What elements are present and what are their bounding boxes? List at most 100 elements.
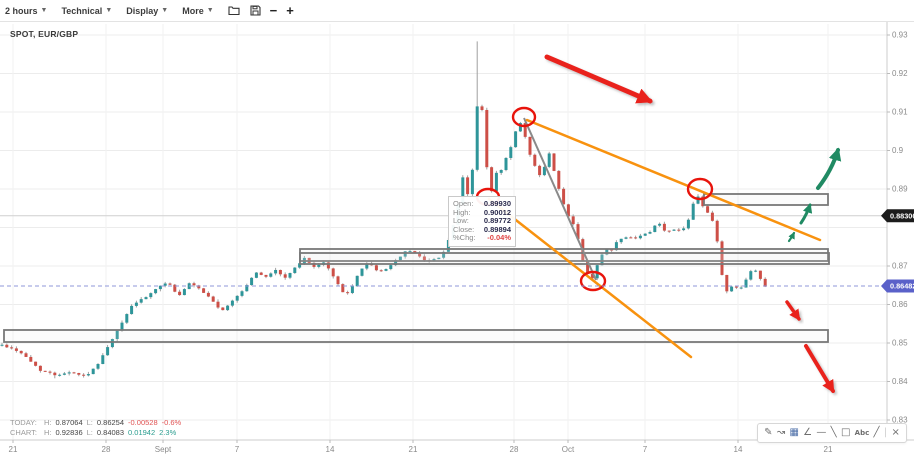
symbol-label: SPOT, EUR/GBP <box>10 29 79 39</box>
x-axis-label: 28 <box>102 445 111 454</box>
y-axis-label: 0.91 <box>892 108 908 117</box>
tooltip-row: Low: 0.89772 <box>453 217 511 226</box>
tooltip-label: Low: <box>453 216 469 226</box>
green-arrow-1[interactable] <box>816 147 842 190</box>
pen-icon[interactable]: ✎ <box>764 427 773 438</box>
orange-trendline-1[interactable] <box>525 118 822 242</box>
rectangle-icon[interactable]: □ <box>840 427 851 438</box>
stats-value: H: <box>44 418 52 427</box>
tooltip-value: 0.89772 <box>483 216 511 226</box>
curve-icon[interactable]: ↝ <box>776 427 786 438</box>
x-axis-label: 14 <box>326 445 335 454</box>
save-icon[interactable] <box>250 5 261 16</box>
y-axis-label: 0.9 <box>892 146 904 155</box>
tooltip-value: 0.89894 <box>483 224 511 234</box>
x-axis-label: Sept <box>155 445 172 454</box>
tooltip-label: Open: <box>453 199 474 208</box>
y-axis-label: 0.85 <box>892 339 908 348</box>
annotations <box>3 54 842 394</box>
gridlines <box>0 24 887 440</box>
timeframe-label: 2 hours <box>5 5 38 16</box>
trendline-icon[interactable]: ╲ <box>830 427 837 438</box>
stats-row: CHART: H: 0.92836 L: 0.84083 0.01942 2.3% <box>10 428 185 438</box>
text-tool-icon[interactable]: Abc <box>854 428 870 437</box>
drawing-toolbar: ✎ ↝ ▦ ∠ — ╲ □ Abc ╱ | × <box>757 423 907 443</box>
technical-label: Technical <box>61 5 103 16</box>
orange-trendline-2[interactable] <box>487 197 693 359</box>
highlight-circle-4[interactable] <box>579 270 607 292</box>
close-icon[interactable]: × <box>891 427 900 438</box>
red-arrow-1[interactable] <box>544 54 653 104</box>
red-arrow-2[interactable] <box>785 300 801 321</box>
tooltip-label: High: <box>453 207 471 217</box>
gray-trendline-1[interactable] <box>523 117 597 281</box>
stats-value: CHART: <box>10 427 37 437</box>
zoom-in-button[interactable]: + <box>286 4 294 17</box>
y-axis-label: 0.87 <box>892 262 908 271</box>
stats-value: -0.00528 <box>128 418 158 427</box>
zone-rectangle-4[interactable] <box>3 329 829 343</box>
stats-row: TODAY: H: 0.87064 L: 0.86254 -0.00528 -0.6% <box>10 418 185 428</box>
more-menu[interactable]: More ▼ <box>182 6 213 16</box>
minus-icon: − <box>269 3 278 18</box>
chevron-down-icon: ▼ <box>161 7 169 14</box>
x-axis-label: 21 <box>9 445 18 454</box>
stats-value: L: <box>86 427 93 437</box>
price-tag-text: 0.88306 <box>890 211 914 220</box>
zoom-out-button[interactable]: − <box>270 4 278 17</box>
y-axis-label: 0.83 <box>892 416 908 425</box>
green-arrow-3[interactable] <box>787 231 796 243</box>
x-axis-label: 7 <box>643 445 648 454</box>
fan-lines-icon[interactable]: ∠ <box>803 427 813 438</box>
tooltip-row: Close: 0.89894 <box>453 224 511 235</box>
open-folder-icon[interactable] <box>228 5 241 16</box>
display-menu[interactable]: Display ▼ <box>126 6 168 16</box>
top-toolbar: 2 hours ▼ Technical ▼ Display ▼ More ▼ −… <box>0 0 914 22</box>
grid-table-icon[interactable]: ▦ <box>789 427 799 438</box>
price-tag-1: 0.88306 <box>881 209 914 223</box>
price-tag-2: 0.86482 <box>881 279 914 293</box>
x-axis-label: 28 <box>510 445 519 454</box>
horizontal-line-icon[interactable]: — <box>816 427 827 438</box>
x-axis-label: 7 <box>235 445 240 454</box>
green-arrow-2[interactable] <box>799 203 813 225</box>
axes: 0.93 0.92 0.91 0.9 0.89 0.87 0.86 0.85 0.84 0.83 2… <box>0 22 914 454</box>
chevron-down-icon: ▼ <box>40 7 48 14</box>
stats-value: L: <box>86 418 93 427</box>
tooltip-label: %Chg: <box>453 233 476 243</box>
tooltip-row: Open: 0.89930 <box>453 199 511 209</box>
stats-value: H: <box>44 427 52 437</box>
stats-value: -0.6% <box>161 418 182 427</box>
more-label: More <box>182 5 204 16</box>
ohlc-tooltip: Open: 0.89930 High: 0.90012 Low: 0.89772 Close… <box>448 196 516 247</box>
x-axis-label: 14 <box>734 445 743 454</box>
technical-menu[interactable]: Technical ▼ <box>61 6 112 16</box>
red-arrow-3[interactable] <box>804 344 835 394</box>
highlight-circle-3[interactable] <box>686 177 714 201</box>
tooltip-value: 0.90012 <box>483 207 511 217</box>
stats-value: 2.3% <box>159 427 177 437</box>
tooltip-row: %Chg: -0.04% <box>453 234 511 243</box>
separator: | <box>883 427 888 438</box>
chevron-down-icon: ▼ <box>105 7 113 14</box>
price-stats-panel: TODAY: H: 0.87064 L: 0.86254 -0.00528 -0.6% CHA… <box>10 418 185 437</box>
x-axis-label: 21 <box>824 445 833 454</box>
stats-value: 0.87064 <box>55 418 83 427</box>
tooltip-value: 0.89930 <box>483 199 511 208</box>
highlight-circle-2[interactable] <box>511 106 537 128</box>
stats-value: 0.92836 <box>55 427 83 437</box>
timeframe-dropdown[interactable]: 2 hours ▼ <box>5 6 47 16</box>
y-axis-label: 0.93 <box>892 31 908 40</box>
stats-value: TODAY: <box>10 418 37 427</box>
tooltip-label: Close: <box>453 224 475 234</box>
stats-value: 0.84083 <box>96 427 125 437</box>
y-axis-label: 0.92 <box>892 69 908 78</box>
y-axis-label: 0.86 <box>892 300 908 309</box>
stats-value: 0.01942 <box>128 427 156 437</box>
line-icon[interactable]: ╱ <box>873 427 880 438</box>
display-label: Display <box>126 5 159 16</box>
plus-icon: + <box>286 3 294 18</box>
x-axis-label: 21 <box>409 445 418 454</box>
